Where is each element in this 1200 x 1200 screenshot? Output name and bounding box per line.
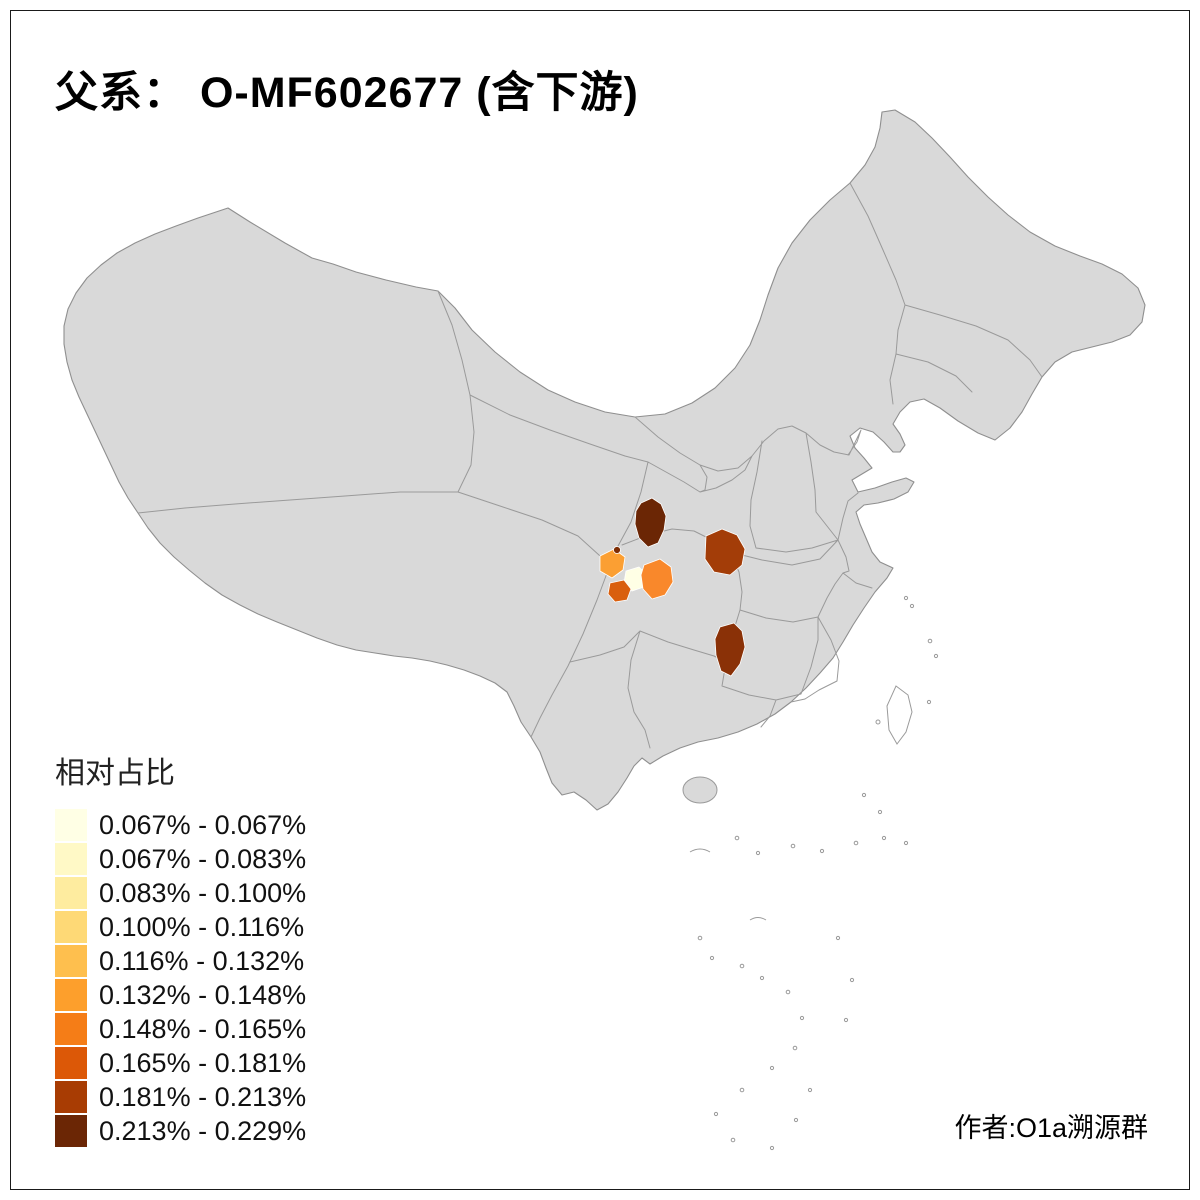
legend-title: 相对占比 xyxy=(55,757,175,790)
legend-label: 0.067% - 0.083% xyxy=(99,843,307,874)
legend-label: 0.067% - 0.067% xyxy=(99,809,307,840)
legend-item: 0.213% - 0.229% xyxy=(55,1114,306,1148)
south-china-sea-islands xyxy=(689,595,939,1151)
legend-label: 0.181% - 0.213% xyxy=(99,1081,307,1112)
highlight-region-2 xyxy=(704,528,746,576)
legend-label: 0.132% - 0.148% xyxy=(99,979,307,1010)
legend-swatch xyxy=(55,1081,87,1113)
legend-item: 0.148% - 0.165% xyxy=(55,1012,306,1046)
legend-item: 0.083% - 0.100% xyxy=(55,876,306,910)
legend-swatch xyxy=(55,1047,87,1079)
legend-swatch xyxy=(55,809,87,841)
highlight-region-6 xyxy=(607,579,632,603)
legend-label: 0.100% - 0.116% xyxy=(99,911,305,942)
legend-swatch xyxy=(55,1115,87,1147)
legend-item: 0.132% - 0.148% xyxy=(55,978,306,1012)
legend-swatch xyxy=(55,843,87,875)
hainan-island xyxy=(682,776,718,804)
legend-item: 0.181% - 0.213% xyxy=(55,1080,306,1114)
mainland-china-shape xyxy=(63,109,1146,811)
highlight-region-5 xyxy=(640,558,674,600)
legend-item: 0.067% - 0.067% xyxy=(55,808,306,842)
legend-item: 0.165% - 0.181% xyxy=(55,1046,306,1080)
highlight-region-7 xyxy=(714,622,746,677)
legend: 相对占比 0.067% - 0.067% 0.067% - 0.083% 0.0… xyxy=(55,748,306,1148)
highlight-region-8 xyxy=(613,546,621,554)
legend-item: 0.067% - 0.083% xyxy=(55,842,306,876)
legend-item: 0.116% - 0.132% xyxy=(55,944,306,978)
legend-label: 0.148% - 0.165% xyxy=(99,1013,307,1044)
legend-label: 0.116% - 0.132% xyxy=(99,945,305,976)
highlight-region-1 xyxy=(634,497,667,548)
province-borders xyxy=(137,182,1043,749)
legend-label: 0.213% - 0.229% xyxy=(99,1115,307,1146)
legend-label: 0.165% - 0.181% xyxy=(99,1047,307,1078)
legend-swatch xyxy=(55,945,87,977)
taiwan-island xyxy=(886,685,913,745)
legend-swatch xyxy=(55,1013,87,1045)
page-title: 父系： O-MF602677 (含下游) xyxy=(55,69,639,117)
legend-swatch xyxy=(55,979,87,1011)
legend-label: 0.083% - 0.100% xyxy=(99,877,307,908)
legend-swatch xyxy=(55,911,87,943)
legend-swatch xyxy=(55,877,87,909)
author-credit: 作者:O1a溯源群 xyxy=(954,1113,1148,1143)
legend-item: 0.100% - 0.116% xyxy=(55,910,306,944)
